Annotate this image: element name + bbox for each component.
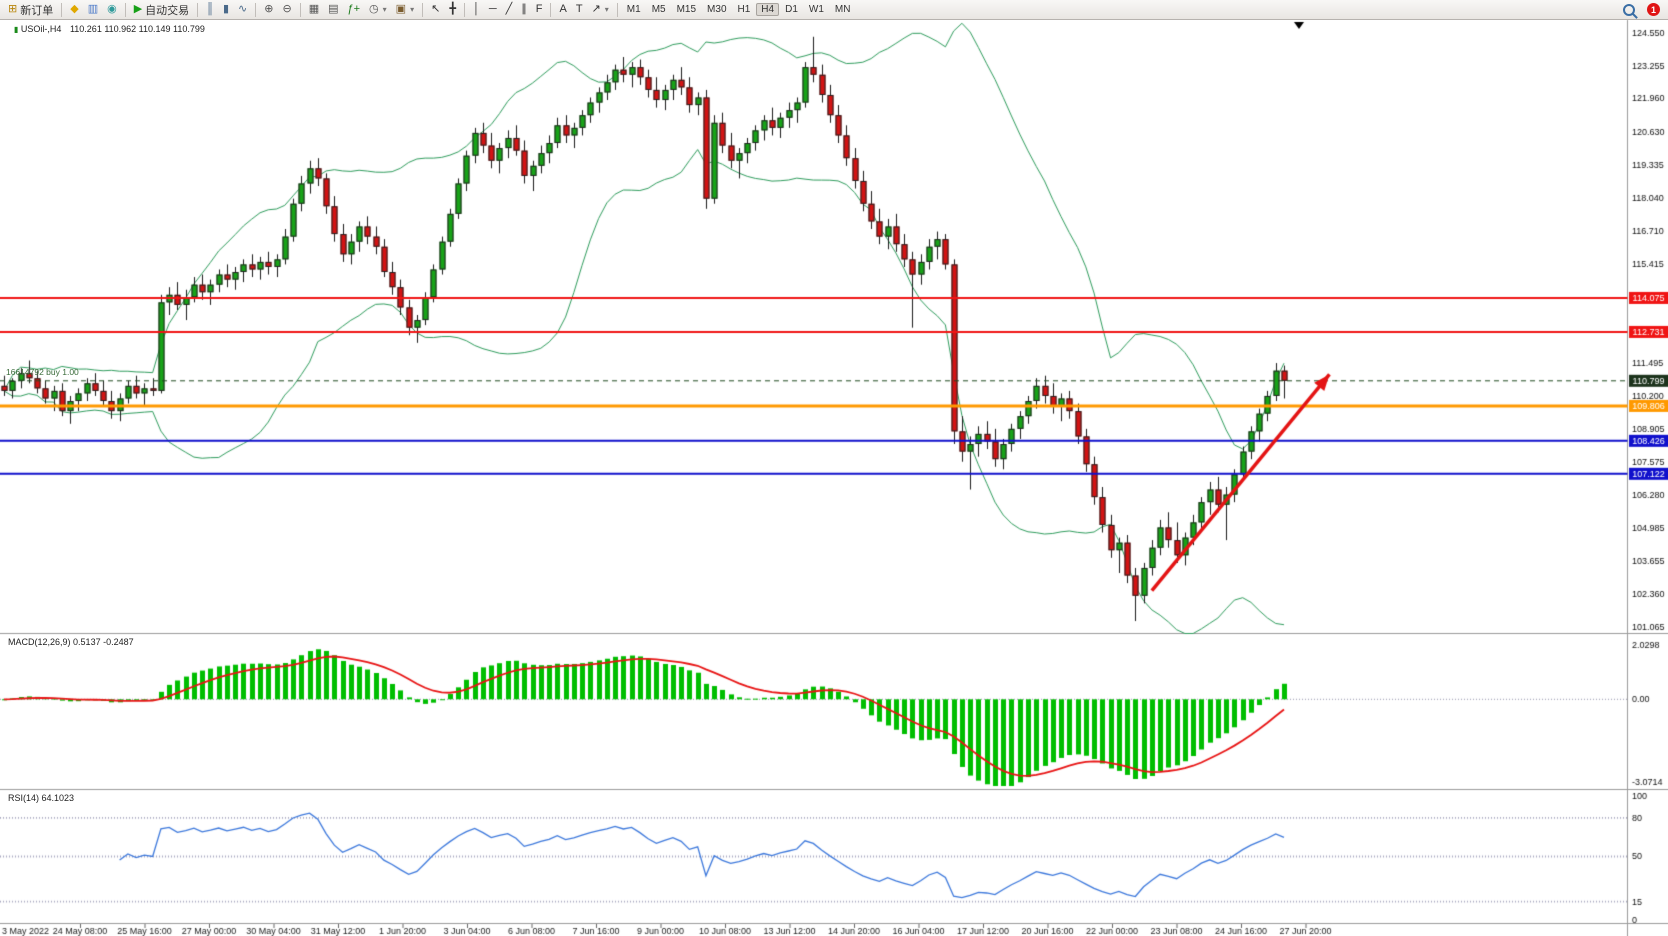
- timeframe-m15-button[interactable]: M15: [676, 4, 697, 15]
- text-icon-glyph: A: [559, 3, 567, 15]
- tile-windows-icon[interactable]: ▦: [305, 1, 323, 19]
- timeframe-m5-button[interactable]: M5: [651, 4, 666, 15]
- main-toolbar: ⊞ 新订单 ◆ ▥ ◉ ▶ 自动交易 ║ ▮ ∿ ⊕ ⊖ ▦ ▤ ƒ+ ◷ ▾ ▣ ▾ ↖ ╋ │ ─ ╱ ∥ F A T ↗ ▾ M1 M5…: [0, 0, 1668, 20]
- new-order-button-label: 新订单: [20, 4, 54, 17]
- candlestick-chart-icon-glyph: ▮: [222, 3, 230, 15]
- new-order-button-glyph: ⊞: [8, 3, 18, 15]
- rsi-indicator-label: RSI(14) 64.1023: [8, 793, 74, 803]
- search-icon: [1623, 3, 1635, 16]
- new-order-button[interactable]: ⊞ 新订单: [4, 1, 57, 19]
- timeframe-h1-button[interactable]: H1: [737, 4, 751, 15]
- zoom-out-icon-glyph: ⊖: [282, 3, 292, 15]
- periods-icon[interactable]: ◷ ▾: [365, 1, 391, 19]
- cursor-icon[interactable]: ↖: [427, 1, 444, 19]
- market-watch-icon-glyph: ◆: [70, 3, 79, 15]
- crosshair-icon[interactable]: ╋: [445, 1, 460, 19]
- channel-icon-glyph: ∥: [521, 3, 527, 15]
- timeframe-w1-button[interactable]: W1: [808, 4, 824, 15]
- auto-trading-button-glyph: ▶: [133, 3, 143, 15]
- cursor-icon-glyph: ↖: [431, 3, 441, 15]
- chart-ohlc-values: 110.261 110.962 110.149 110.799: [69, 24, 205, 34]
- toolbar-separator: [255, 2, 257, 17]
- macd-values: 0.5137 -0.2487: [73, 637, 134, 647]
- open-position-label: 16614792 buy 1.00: [6, 367, 79, 377]
- toolbar-separator: [463, 2, 465, 17]
- label-icon[interactable]: T: [572, 1, 587, 19]
- zoom-in-icon[interactable]: ⊕: [260, 1, 277, 19]
- toolbar-items: ⊞ 新订单 ◆ ▥ ◉ ▶ 自动交易 ║ ▮ ∿ ⊕ ⊖ ▦ ▤ ƒ+ ◷ ▾ ▣ ▾ ↖ ╋ │ ─ ╱ ∥ F A T ↗ ▾ M1 M5…: [4, 1, 855, 19]
- search-button[interactable]: [1619, 1, 1639, 19]
- timeframe-m30-button[interactable]: M30: [707, 4, 727, 15]
- zoom-out-icon[interactable]: ⊖: [278, 1, 295, 19]
- timeframe-mn-button[interactable]: MN: [834, 4, 851, 15]
- trendline-icon-glyph: ╱: [505, 3, 513, 15]
- macd-indicator-label: MACD(12,26,9) 0.5137 -0.2487: [8, 637, 134, 647]
- fibonacci-icon-glyph: F: [535, 3, 543, 15]
- label-icon-glyph: T: [575, 3, 583, 15]
- vertical-line-icon[interactable]: │: [469, 1, 484, 19]
- navigator-icon-glyph: ◉: [107, 3, 117, 15]
- toolbar-separator: [616, 2, 618, 17]
- bar-chart-icon[interactable]: ║: [202, 1, 218, 19]
- horizontal-line-icon-glyph: ─: [488, 3, 497, 15]
- line-chart-icon-glyph: ∿: [238, 3, 248, 15]
- arrows-dropdown-glyph: ↗: [591, 3, 601, 15]
- arrows-dropdown-dropdown-icon: ▾: [604, 5, 609, 14]
- toolbar-separator: [61, 2, 63, 17]
- rsi-value: 64.1023: [41, 793, 75, 803]
- add-indicator-icon[interactable]: ƒ+: [344, 1, 365, 19]
- timeframe-m1-button[interactable]: M1: [626, 4, 641, 15]
- auto-trading-button[interactable]: ▶ 自动交易: [130, 1, 193, 19]
- chart-title: ▮ USOil-,H4 110.261 110.962 110.149 110.…: [14, 24, 205, 34]
- data-window-icon[interactable]: ▥: [84, 1, 102, 19]
- zoom-in-icon-glyph: ⊕: [264, 3, 274, 15]
- candlestick-chart-icon[interactable]: ▮: [219, 1, 233, 19]
- crosshair-icon-glyph: ╋: [449, 3, 456, 15]
- timeframe-h4-button[interactable]: H4: [756, 3, 780, 16]
- arrange-windows-icon[interactable]: ▤: [324, 1, 342, 19]
- tile-windows-icon-glyph: ▦: [308, 3, 320, 15]
- text-icon[interactable]: A: [555, 1, 570, 19]
- auto-trading-button-label: 自动交易: [145, 4, 190, 17]
- navigator-icon[interactable]: ◉: [103, 1, 121, 19]
- toolbar-right-cluster: 1: [1619, 1, 1664, 19]
- toolbar-separator: [197, 2, 199, 17]
- toolbar-separator: [299, 2, 301, 17]
- channel-icon[interactable]: ∥: [517, 1, 531, 19]
- toolbar-separator: [550, 2, 552, 17]
- chart-symbol-icon: ▮: [14, 25, 19, 34]
- vertical-line-icon-glyph: │: [472, 3, 480, 15]
- toolbar-separator: [422, 2, 424, 17]
- chart-symbol-label: USOil-,H4: [20, 24, 62, 34]
- data-window-icon-glyph: ▥: [87, 3, 99, 15]
- arrange-windows-icon-glyph: ▤: [328, 3, 339, 15]
- rsi-name: RSI(14): [8, 793, 40, 803]
- arrows-dropdown[interactable]: ↗ ▾: [588, 1, 613, 19]
- fibonacci-icon[interactable]: F: [532, 1, 547, 19]
- market-watch-icon[interactable]: ◆: [66, 1, 82, 19]
- horizontal-line-icon[interactable]: ─: [485, 1, 501, 19]
- templates-icon[interactable]: ▣ ▾: [392, 1, 418, 19]
- line-chart-icon[interactable]: ∿: [234, 1, 251, 19]
- bar-chart-icon-glyph: ║: [206, 3, 214, 15]
- toolbar-separator: [124, 2, 126, 17]
- templates-icon-dropdown-icon: ▾: [410, 5, 415, 14]
- macd-name: MACD(12,26,9): [8, 637, 71, 647]
- periods-icon-dropdown-icon: ▾: [382, 5, 387, 14]
- templates-icon-glyph: ▣: [395, 3, 407, 15]
- trendline-icon[interactable]: ╱: [502, 1, 517, 19]
- notification-badge[interactable]: 1: [1647, 3, 1660, 16]
- periods-icon-glyph: ◷: [369, 3, 379, 15]
- timeframe-d1-button[interactable]: D1: [785, 4, 798, 15]
- add-indicator-icon-glyph: ƒ+: [347, 3, 361, 15]
